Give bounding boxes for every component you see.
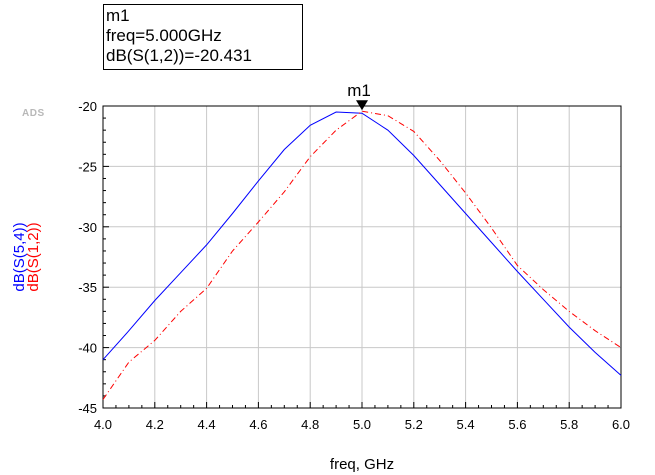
y-tick-label: -25 — [78, 159, 97, 174]
markers: m1 — [347, 81, 371, 111]
y-axis-label-s54: dB(S(5,4)) — [11, 222, 28, 291]
x-tick-labels: 4.0 4.2 4.4 4.6 4.8 5.0 5.2 5.4 5.6 5.8 6.0 — [94, 417, 630, 432]
x-tick-label: 6.0 — [612, 417, 630, 432]
y-axis-label-s12: dB(S(1,2)) — [25, 222, 42, 291]
minor-ticks — [102, 105, 622, 409]
x-tick-label: 4.0 — [94, 417, 112, 432]
grid-lines — [102, 105, 622, 409]
x-tick-label: 5.2 — [405, 417, 423, 432]
y-tick-label: -30 — [78, 220, 97, 235]
y-tick-label: -35 — [78, 280, 97, 295]
series-line-db-s-5-4 — [102, 111, 622, 376]
series-line-db-s-1-2 — [102, 110, 622, 400]
x-tick-label: 4.4 — [198, 417, 216, 432]
x-tick-label: 5.4 — [457, 417, 475, 432]
ads-logo: ADS — [22, 108, 45, 119]
y-tick-labels: -20 -25 -30 -35 -40 -45 — [78, 99, 97, 416]
series-lines — [102, 110, 622, 400]
y-tick-label: -40 — [78, 341, 97, 356]
y-tick-label: -20 — [78, 99, 97, 114]
y-tick-label: -45 — [78, 401, 97, 416]
x-tick-label: 5.6 — [508, 417, 526, 432]
marker-readout-freq: freq=5.000GHz — [106, 26, 222, 45]
x-tick-label: 4.8 — [301, 417, 319, 432]
marker-readout-box[interactable]: m1 freq=5.000GHz dB(S(1,2))=-20.431 — [103, 4, 303, 70]
marker-readout-name: m1 — [106, 6, 130, 25]
marker-triangle — [356, 100, 368, 111]
marker-label: m1 — [347, 81, 371, 100]
x-tick-label: 5.8 — [560, 417, 578, 432]
x-tick-label: 5.0 — [353, 417, 371, 432]
x-axis-label: freq, GHz — [330, 456, 394, 473]
marker-readout-value: dB(S(1,2))=-20.431 — [106, 46, 252, 65]
x-tick-label: 4.6 — [249, 417, 267, 432]
x-tick-label: 4.2 — [146, 417, 164, 432]
